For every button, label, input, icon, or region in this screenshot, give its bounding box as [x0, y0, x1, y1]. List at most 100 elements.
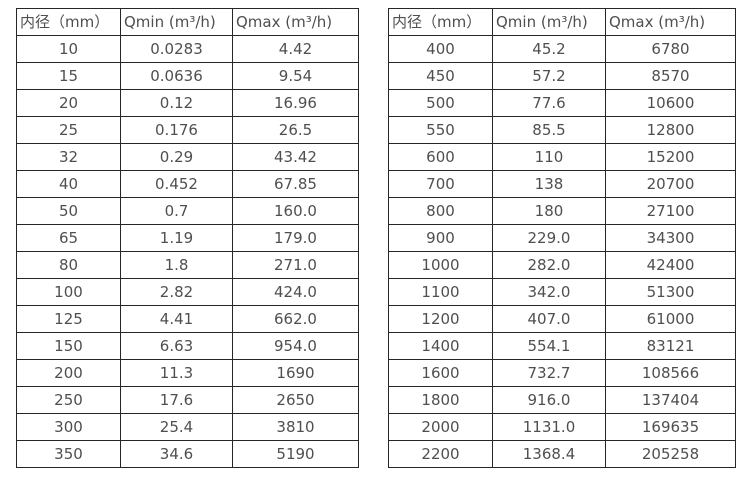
table-row: 550 85.5 12800	[388, 116, 736, 144]
cell-qmin: 0.7	[120, 197, 233, 225]
table-row: 1100 342.0 51300	[388, 278, 736, 306]
table-row: 500 77.6 10600	[388, 89, 736, 117]
cell-qmax: 160.0	[232, 197, 359, 225]
cell-qmax: 108566	[605, 359, 736, 387]
cell-qmax: 67.85	[232, 170, 359, 198]
cell-qmin: 57.2	[492, 62, 606, 90]
cell-diameter: 32	[16, 143, 121, 171]
table-row: 150 6.63 954.0	[16, 332, 359, 360]
table-row: 250 17.6 2650	[16, 386, 359, 414]
cell-qmax: 15200	[605, 143, 736, 171]
cell-diameter: 1100	[388, 278, 493, 306]
table-row: 350 34.6 5190	[16, 440, 359, 468]
cell-qmin: 1131.0	[492, 413, 606, 441]
table-row: 125 4.41 662.0	[16, 305, 359, 333]
table-row: 2200 1368.4 205258	[388, 440, 736, 468]
cell-qmin: 25.4	[120, 413, 233, 441]
table-row: 800 180 27100	[388, 197, 736, 225]
table-row: 10 0.0283 4.42	[16, 35, 359, 63]
cell-diameter: 550	[388, 116, 493, 144]
cell-qmax: 12800	[605, 116, 736, 144]
cell-diameter: 1200	[388, 305, 493, 333]
cell-qmax: 5190	[232, 440, 359, 468]
cell-diameter: 800	[388, 197, 493, 225]
cell-qmax: 137404	[605, 386, 736, 414]
cell-qmin: 2.82	[120, 278, 233, 306]
table-row: 40 0.452 67.85	[16, 170, 359, 198]
header-qmin: Qmin (m³/h)	[120, 8, 233, 36]
cell-qmin: 4.41	[120, 305, 233, 333]
cell-qmax: 51300	[605, 278, 736, 306]
cell-qmax: 61000	[605, 305, 736, 333]
table-row: 80 1.8 271.0	[16, 251, 359, 279]
header-inner-diameter: 内径（mm）	[388, 8, 493, 36]
cell-qmax: 27100	[605, 197, 736, 225]
cell-qmin: 1.8	[120, 251, 233, 279]
cell-diameter: 1400	[388, 332, 493, 360]
cell-qmax: 3810	[232, 413, 359, 441]
cell-diameter: 2200	[388, 440, 493, 468]
header-row: 内径（mm） Qmin (m³/h) Qmax (m³/h)	[16, 8, 359, 36]
table-row: 25 0.176 26.5	[16, 116, 359, 144]
table-row: 600 110 15200	[388, 143, 736, 171]
cell-qmax: 954.0	[232, 332, 359, 360]
table-row: 1200 407.0 61000	[388, 305, 736, 333]
cell-qmin: 0.452	[120, 170, 233, 198]
cell-diameter: 150	[16, 332, 121, 360]
cell-qmax: 6780	[605, 35, 736, 63]
cell-qmin: 0.0283	[120, 35, 233, 63]
cell-qmin: 110	[492, 143, 606, 171]
header-qmax: Qmax (m³/h)	[232, 8, 359, 36]
cell-qmin: 229.0	[492, 224, 606, 252]
cell-qmax: 271.0	[232, 251, 359, 279]
cell-qmin: 180	[492, 197, 606, 225]
cell-qmax: 10600	[605, 89, 736, 117]
cell-diameter: 50	[16, 197, 121, 225]
header-qmin: Qmin (m³/h)	[492, 8, 606, 36]
cell-qmin: 17.6	[120, 386, 233, 414]
cell-qmax: 26.5	[232, 116, 359, 144]
cell-qmax: 179.0	[232, 224, 359, 252]
cell-qmin: 342.0	[492, 278, 606, 306]
cell-diameter: 40	[16, 170, 121, 198]
cell-qmax: 205258	[605, 440, 736, 468]
cell-qmin: 282.0	[492, 251, 606, 279]
cell-qmin: 1.19	[120, 224, 233, 252]
cell-diameter: 500	[388, 89, 493, 117]
cell-qmin: 554.1	[492, 332, 606, 360]
cell-qmax: 20700	[605, 170, 736, 198]
cell-qmin: 45.2	[492, 35, 606, 63]
cell-qmin: 916.0	[492, 386, 606, 414]
cell-diameter: 15	[16, 62, 121, 90]
cell-qmin: 11.3	[120, 359, 233, 387]
table-row: 900 229.0 34300	[388, 224, 736, 252]
cell-qmin: 77.6	[492, 89, 606, 117]
cell-diameter: 125	[16, 305, 121, 333]
table-row: 1600 732.7 108566	[388, 359, 736, 387]
cell-diameter: 100	[16, 278, 121, 306]
flow-spec-table-small-diameters: 内径（mm） Qmin (m³/h) Qmax (m³/h) 10 0.0283 4…	[16, 8, 359, 468]
cell-qmin: 0.176	[120, 116, 233, 144]
header-inner-diameter: 内径（mm）	[16, 8, 121, 36]
cell-diameter: 300	[16, 413, 121, 441]
cell-qmin: 85.5	[492, 116, 606, 144]
cell-diameter: 400	[388, 35, 493, 63]
cell-diameter: 700	[388, 170, 493, 198]
cell-diameter: 900	[388, 224, 493, 252]
table-row: 1800 916.0 137404	[388, 386, 736, 414]
cell-qmax: 43.42	[232, 143, 359, 171]
cell-diameter: 2000	[388, 413, 493, 441]
cell-qmin: 6.63	[120, 332, 233, 360]
cell-qmin: 0.29	[120, 143, 233, 171]
cell-qmax: 2650	[232, 386, 359, 414]
cell-qmax: 34300	[605, 224, 736, 252]
header-qmax: Qmax (m³/h)	[605, 8, 736, 36]
cell-qmax: 424.0	[232, 278, 359, 306]
cell-qmax: 42400	[605, 251, 736, 279]
table-row: 200 11.3 1690	[16, 359, 359, 387]
cell-qmin: 138	[492, 170, 606, 198]
cell-diameter: 65	[16, 224, 121, 252]
table-row: 100 2.82 424.0	[16, 278, 359, 306]
table-row: 400 45.2 6780	[388, 35, 736, 63]
